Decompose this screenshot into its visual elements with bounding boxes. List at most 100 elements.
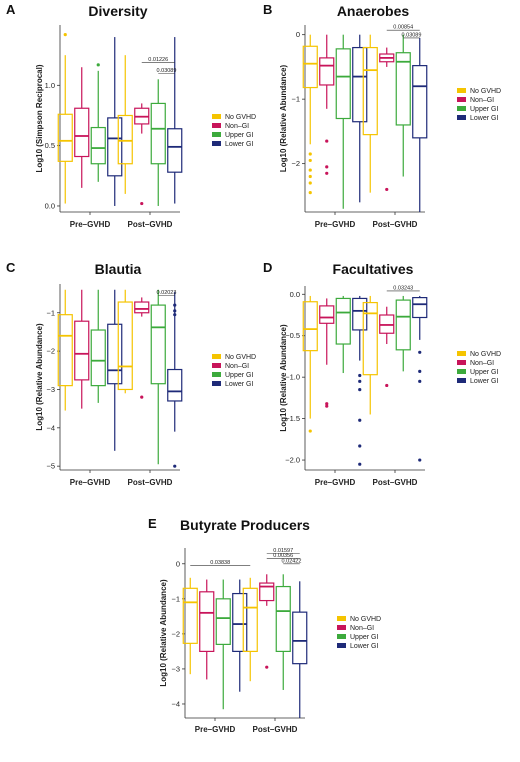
box-postgvhd-nogvhd bbox=[362, 295, 378, 415]
outlier-point bbox=[173, 303, 177, 307]
box-iqr bbox=[319, 57, 335, 86]
outlier-point bbox=[140, 395, 144, 399]
legend-label: Lower GI bbox=[225, 381, 253, 388]
box-iqr bbox=[412, 65, 428, 139]
p-value-label: 0.01226 bbox=[148, 57, 168, 63]
box-pregvhd-lowergi bbox=[352, 295, 368, 466]
legend-label: Lower GI bbox=[470, 378, 498, 385]
box-postgvhd-lowergi bbox=[167, 291, 183, 468]
outlier-point bbox=[418, 458, 422, 462]
outlier-point bbox=[418, 350, 422, 354]
box-iqr bbox=[302, 45, 318, 89]
y-tick-label: 0.0 bbox=[45, 201, 55, 210]
legend-label: No GVHD bbox=[225, 114, 256, 121]
panel-title: Anaerobes bbox=[337, 3, 410, 19]
panel-letter: D bbox=[263, 260, 272, 275]
box-pregvhd-uppergi bbox=[215, 579, 231, 710]
outlier-point bbox=[140, 201, 144, 206]
legend-swatch bbox=[212, 141, 221, 146]
legend-label: Non–GI bbox=[470, 97, 494, 104]
panel-letter: B bbox=[263, 2, 272, 17]
y-tick-label: −1 bbox=[46, 308, 55, 317]
box-iqr bbox=[57, 314, 73, 387]
y-tick-label: 0 bbox=[296, 30, 300, 39]
panel-letter: E bbox=[148, 516, 157, 531]
outlier-point bbox=[308, 181, 312, 185]
y-tick-label: 0.0 bbox=[290, 290, 300, 299]
box-postgvhd-nogvhd bbox=[242, 577, 258, 682]
box-postgvhd-lowergi bbox=[167, 37, 183, 204]
outlier-point bbox=[173, 464, 177, 468]
outlier-point bbox=[308, 429, 312, 433]
outlier-point bbox=[325, 402, 329, 406]
panel-letter: C bbox=[6, 260, 16, 275]
box-iqr bbox=[150, 102, 166, 165]
box-pregvhd-uppergi bbox=[90, 289, 106, 403]
outlier-point bbox=[358, 373, 362, 378]
box-pregvhd-nogvhd bbox=[302, 34, 318, 195]
legend-label: No GVHD bbox=[470, 88, 501, 95]
y-tick-label: 0 bbox=[176, 559, 180, 568]
panel-d: D Facultatives 0.0 −0.5 −1.0 −1.5 −2.0 Log10 (R… bbox=[263, 260, 501, 487]
legend-label: No GVHD bbox=[470, 351, 501, 358]
panel-title: Butyrate Producers bbox=[180, 517, 310, 533]
box-postgvhd-nogvhd bbox=[117, 289, 133, 394]
panel-letter: A bbox=[6, 2, 16, 17]
legend-label: Non–GI bbox=[350, 625, 374, 632]
box-iqr bbox=[167, 368, 183, 402]
panel-title: Blautia bbox=[95, 261, 142, 277]
outlier-point bbox=[265, 665, 269, 669]
box-iqr bbox=[232, 592, 248, 653]
legend-swatch bbox=[212, 114, 221, 119]
box-pregvhd-lowergi bbox=[352, 34, 368, 203]
y-tick-label: 0.5 bbox=[45, 141, 55, 150]
y-tick-label: −4 bbox=[46, 423, 55, 432]
legend-swatch bbox=[457, 378, 466, 383]
box-pregvhd-uppergi bbox=[335, 295, 351, 374]
x-tick-label: Post–GVHD bbox=[128, 220, 173, 229]
y-tick-label: −4 bbox=[171, 699, 180, 708]
box-postgvhd-uppergi bbox=[150, 79, 166, 206]
outlier-point bbox=[308, 174, 312, 179]
outlier-point bbox=[325, 171, 329, 175]
panel-c: C Blautia −1 −2 −3 −4 −5 Log10 (Relative Abunda… bbox=[6, 260, 256, 487]
x-tick-label: Post–GVHD bbox=[253, 725, 298, 734]
outlier-point bbox=[63, 33, 67, 37]
box-iqr bbox=[242, 587, 258, 653]
y-tick-label: −3 bbox=[171, 664, 180, 673]
box-pregvhd-nogvhd bbox=[182, 577, 198, 675]
box-iqr bbox=[335, 48, 351, 120]
legend-swatch bbox=[457, 360, 466, 365]
y-tick-label: −3 bbox=[46, 385, 55, 394]
y-tick-label: −2 bbox=[46, 347, 55, 356]
x-tick-label: Post–GVHD bbox=[373, 220, 418, 229]
box-iqr bbox=[134, 301, 150, 314]
box-iqr bbox=[412, 297, 428, 319]
outlier-point bbox=[418, 379, 422, 383]
outlier-point bbox=[358, 418, 362, 422]
y-tick-label: −2.0 bbox=[285, 456, 300, 465]
box-iqr bbox=[117, 114, 133, 165]
box-iqr bbox=[395, 299, 411, 351]
box-postgvhd-uppergi bbox=[395, 295, 411, 372]
box-iqr bbox=[215, 598, 231, 645]
box-pregvhd-nongi bbox=[319, 298, 335, 408]
legend-label: Non–GI bbox=[470, 360, 494, 367]
box-iqr bbox=[90, 126, 106, 165]
x-tick-label: Post–GVHD bbox=[128, 478, 173, 487]
box-pregvhd-nongi bbox=[319, 34, 335, 175]
y-axis-label: Log10 (Simpson Reciprocal) bbox=[35, 64, 44, 172]
outlier-point bbox=[173, 313, 177, 317]
box-postgvhd-lowergi bbox=[412, 37, 428, 212]
box-pregvhd-nogvhd bbox=[302, 295, 318, 433]
legend-swatch bbox=[212, 381, 221, 386]
y-tick-label: −1.0 bbox=[285, 373, 300, 382]
p-value-label: 0.03089 bbox=[157, 68, 177, 74]
box-postgvhd-nogvhd bbox=[362, 34, 378, 193]
box-iqr bbox=[302, 301, 318, 352]
y-tick-label: −2 bbox=[291, 159, 300, 168]
legend-swatch bbox=[457, 369, 466, 374]
p-value-label: 0.02422 bbox=[282, 558, 302, 564]
legend-label: Lower GI bbox=[470, 115, 498, 122]
panel-title: Facultatives bbox=[333, 261, 414, 277]
